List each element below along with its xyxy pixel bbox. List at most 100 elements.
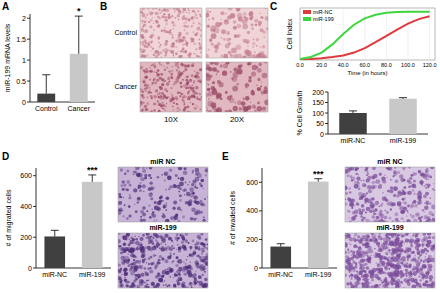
cell xyxy=(221,19,222,20)
y-tick-label: 0 xyxy=(254,265,258,272)
cell xyxy=(173,8,175,10)
cell xyxy=(348,188,350,190)
cell xyxy=(169,185,172,188)
cell xyxy=(195,86,199,90)
cell xyxy=(247,31,250,34)
cell xyxy=(172,242,173,243)
cell xyxy=(176,249,177,250)
cell xyxy=(144,177,147,180)
cell xyxy=(128,253,129,254)
cell xyxy=(164,69,166,71)
cell xyxy=(393,170,397,174)
cell xyxy=(205,238,208,241)
cell xyxy=(161,10,163,12)
cell xyxy=(159,103,162,106)
cell xyxy=(221,11,225,15)
cell xyxy=(175,46,177,48)
cell xyxy=(183,102,185,104)
cell xyxy=(140,101,142,104)
cell xyxy=(142,167,145,169)
cell xyxy=(421,180,424,183)
cell xyxy=(123,183,126,186)
cell xyxy=(371,206,373,208)
cell xyxy=(180,55,183,58)
cell xyxy=(175,53,178,56)
y-tick-label: 0 xyxy=(28,265,32,272)
cell xyxy=(249,16,253,20)
cell xyxy=(207,82,208,83)
cell xyxy=(146,262,147,263)
cell xyxy=(165,16,168,19)
cell xyxy=(189,181,191,183)
cell xyxy=(175,96,178,99)
cell xyxy=(358,187,361,190)
cell xyxy=(207,67,211,71)
cell xyxy=(408,191,412,195)
cell xyxy=(146,280,148,282)
y-tick-label: 400 xyxy=(246,207,258,214)
cell xyxy=(196,48,197,49)
cell xyxy=(147,267,150,270)
cell xyxy=(365,219,369,222)
cell xyxy=(139,189,142,192)
cell xyxy=(184,103,186,105)
cell xyxy=(142,50,145,53)
x-tick-label: 0.0 xyxy=(296,62,304,68)
cell xyxy=(366,167,368,169)
cell xyxy=(227,15,232,20)
cell xyxy=(368,189,372,193)
cell xyxy=(157,101,160,104)
cell xyxy=(373,212,376,215)
cell xyxy=(150,256,153,259)
cell xyxy=(345,169,348,174)
panel-label: D xyxy=(2,151,9,162)
cell xyxy=(403,186,406,189)
cell xyxy=(183,15,185,17)
cell xyxy=(178,71,181,74)
cell xyxy=(351,254,353,256)
cell xyxy=(128,264,131,267)
cell xyxy=(216,97,218,99)
cell xyxy=(160,56,161,57)
cell xyxy=(351,176,356,181)
cell xyxy=(183,8,186,11)
cell xyxy=(183,71,185,73)
cell xyxy=(172,105,174,107)
cell xyxy=(138,174,140,176)
cell xyxy=(150,19,153,22)
cell xyxy=(248,62,252,65)
cell xyxy=(146,233,150,235)
cell xyxy=(161,92,164,95)
cell xyxy=(176,256,179,259)
cell xyxy=(419,220,422,222)
line xyxy=(300,12,430,59)
cell xyxy=(190,102,191,103)
cell xyxy=(127,170,130,173)
cell xyxy=(187,92,190,95)
cell xyxy=(366,258,370,262)
cell xyxy=(386,211,389,214)
cell xyxy=(169,247,173,251)
cell xyxy=(158,24,161,27)
cell xyxy=(168,256,171,259)
cell xyxy=(262,45,266,49)
cell xyxy=(178,64,179,65)
cell xyxy=(230,54,233,57)
cell xyxy=(183,246,186,249)
cell xyxy=(413,200,416,203)
cell xyxy=(401,217,404,220)
cell xyxy=(345,185,347,189)
cell xyxy=(145,29,149,33)
error-bar xyxy=(314,179,322,182)
cell xyxy=(153,285,157,288)
cell xyxy=(197,96,198,97)
cell xyxy=(408,185,411,188)
cell xyxy=(356,177,360,181)
cell xyxy=(208,98,210,100)
plot-area xyxy=(37,16,87,102)
cell xyxy=(194,75,197,78)
cell xyxy=(183,274,184,275)
cell xyxy=(160,247,164,251)
cell xyxy=(264,86,267,89)
cell xyxy=(145,272,149,276)
